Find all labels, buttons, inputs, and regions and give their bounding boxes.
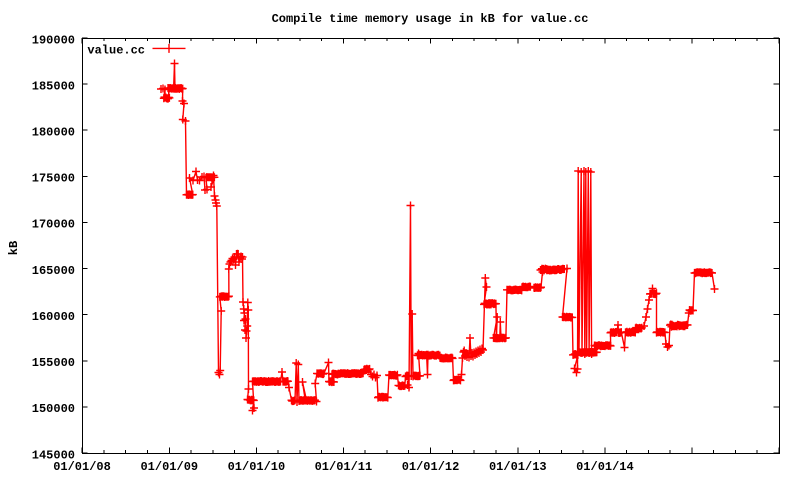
svg-text:165000: 165000	[32, 264, 75, 278]
svg-text:160000: 160000	[32, 310, 75, 324]
svg-text:180000: 180000	[32, 126, 75, 140]
svg-text:175000: 175000	[32, 172, 75, 186]
svg-text:value.cc: value.cc	[87, 43, 145, 57]
svg-text:150000: 150000	[32, 402, 75, 416]
svg-text:Compile time memory usage in k: Compile time memory usage in kB for valu…	[272, 12, 589, 26]
svg-text:01/01/11: 01/01/11	[315, 460, 373, 474]
svg-text:01/01/12: 01/01/12	[402, 460, 460, 474]
svg-text:145000: 145000	[32, 448, 75, 462]
svg-text:170000: 170000	[32, 218, 75, 232]
svg-text:01/01/08: 01/01/08	[53, 460, 111, 474]
svg-text:kB: kB	[7, 241, 21, 255]
svg-text:155000: 155000	[32, 356, 75, 370]
svg-text:185000: 185000	[32, 79, 75, 93]
svg-text:01/01/10: 01/01/10	[228, 460, 286, 474]
svg-text:01/01/14: 01/01/14	[576, 460, 634, 474]
svg-text:190000: 190000	[32, 33, 75, 47]
svg-text:01/01/09: 01/01/09	[140, 460, 198, 474]
svg-text:01/01/13: 01/01/13	[489, 460, 547, 474]
